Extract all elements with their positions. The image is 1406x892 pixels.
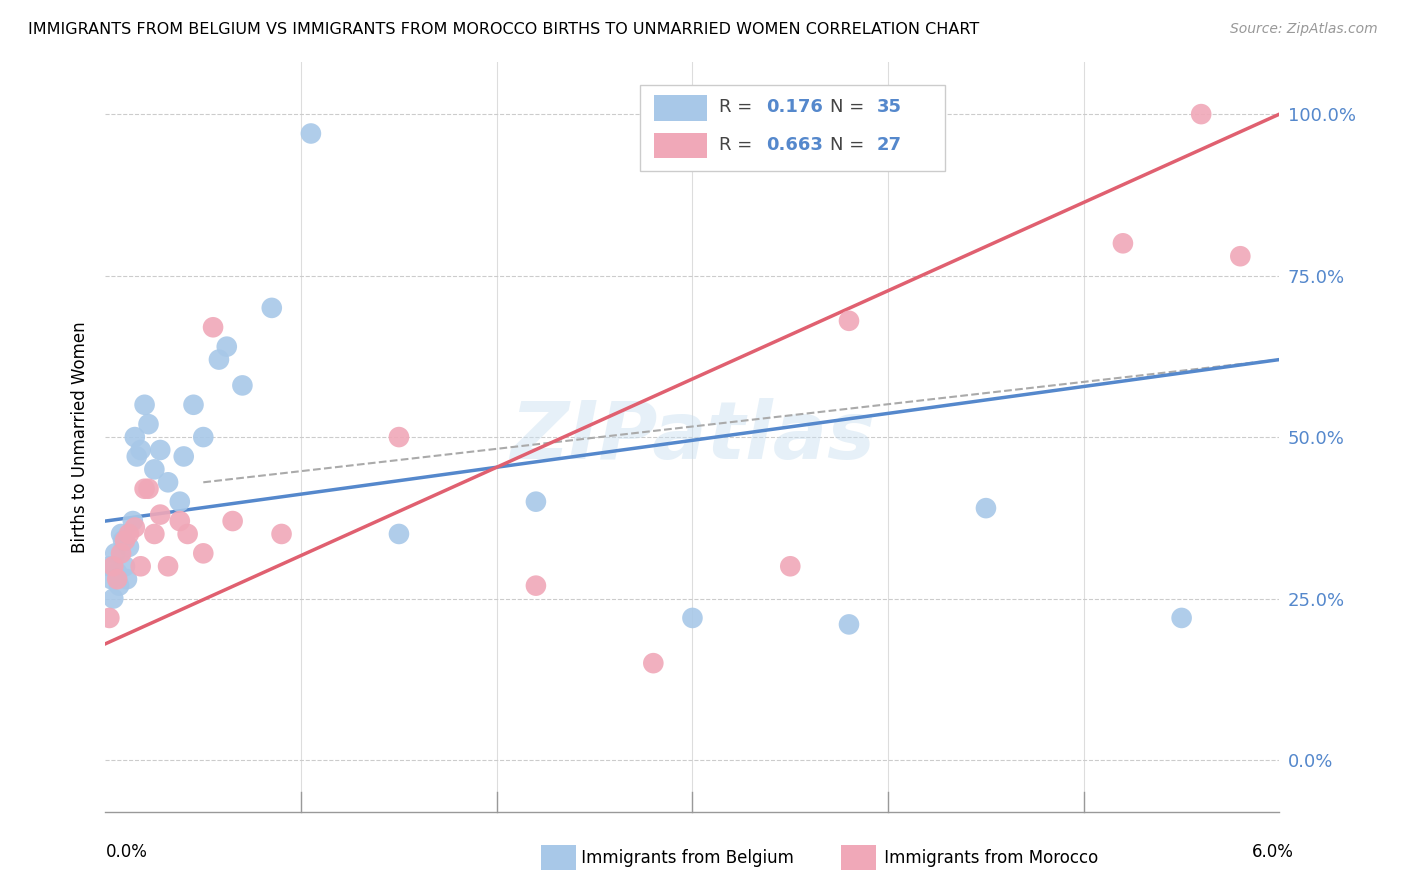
Point	[1229, 249, 1251, 263]
Point	[1189, 107, 1212, 121]
Point	[134, 398, 156, 412]
Point	[129, 559, 152, 574]
Point	[129, 442, 152, 457]
Point	[124, 520, 146, 534]
Point	[114, 533, 136, 548]
Text: Immigrants from Morocco: Immigrants from Morocco	[837, 849, 1098, 867]
Point	[105, 566, 128, 580]
Point	[125, 450, 148, 464]
Text: 35: 35	[877, 98, 901, 116]
Point	[193, 546, 215, 560]
Point	[193, 430, 215, 444]
Y-axis label: Births to Unmarried Women: Births to Unmarried Women	[70, 321, 89, 553]
Point	[202, 320, 225, 334]
Point	[779, 559, 801, 574]
Point	[176, 527, 198, 541]
Point	[143, 462, 166, 476]
Point	[118, 540, 141, 554]
Point	[1112, 236, 1135, 251]
FancyBboxPatch shape	[640, 85, 945, 171]
Point	[104, 546, 127, 560]
Point	[643, 656, 665, 670]
Point	[124, 430, 146, 444]
Text: 6.0%: 6.0%	[1251, 843, 1294, 861]
Point	[183, 398, 205, 412]
Text: Source: ZipAtlas.com: Source: ZipAtlas.com	[1230, 22, 1378, 37]
Point	[138, 482, 160, 496]
Point	[138, 417, 160, 432]
FancyBboxPatch shape	[654, 133, 707, 159]
Text: R =: R =	[720, 136, 758, 153]
Point	[149, 442, 172, 457]
Point	[299, 127, 322, 141]
Point	[388, 527, 411, 541]
Point	[108, 579, 131, 593]
Point	[231, 378, 253, 392]
Text: IMMIGRANTS FROM BELGIUM VS IMMIGRANTS FROM MOROCCO BIRTHS TO UNMARRIED WOMEN COR: IMMIGRANTS FROM BELGIUM VS IMMIGRANTS FR…	[28, 22, 980, 37]
Point	[143, 527, 166, 541]
Text: 0.176: 0.176	[766, 98, 824, 116]
Point	[838, 617, 860, 632]
Point	[682, 611, 704, 625]
Point	[388, 430, 411, 444]
Point	[112, 533, 135, 548]
Text: 27: 27	[877, 136, 901, 153]
Point	[103, 591, 125, 606]
Point	[524, 579, 547, 593]
Point	[98, 611, 121, 625]
Text: N =: N =	[830, 98, 870, 116]
Point	[98, 559, 121, 574]
Text: 0.0%: 0.0%	[105, 843, 148, 861]
Point	[118, 527, 141, 541]
Point	[110, 527, 132, 541]
Text: R =: R =	[720, 98, 758, 116]
Point	[110, 546, 132, 560]
Point	[157, 559, 180, 574]
Text: 0.663: 0.663	[766, 136, 824, 153]
Point	[838, 314, 860, 328]
Point	[974, 501, 997, 516]
Point	[1170, 611, 1192, 625]
Point	[103, 559, 125, 574]
Point	[157, 475, 180, 490]
Point	[114, 559, 136, 574]
Point	[260, 301, 283, 315]
Point	[169, 514, 191, 528]
Point	[134, 482, 156, 496]
Text: Immigrants from Belgium: Immigrants from Belgium	[534, 849, 794, 867]
Point	[524, 494, 547, 508]
Point	[215, 340, 238, 354]
Point	[100, 572, 122, 586]
Point	[208, 352, 231, 367]
Point	[270, 527, 292, 541]
Point	[149, 508, 172, 522]
Point	[173, 450, 195, 464]
Point	[121, 514, 143, 528]
Point	[221, 514, 243, 528]
Point	[105, 572, 128, 586]
FancyBboxPatch shape	[654, 95, 707, 121]
Point	[169, 494, 191, 508]
Point	[115, 572, 138, 586]
Text: N =: N =	[830, 136, 870, 153]
Text: ZIPatlas: ZIPatlas	[510, 398, 875, 476]
